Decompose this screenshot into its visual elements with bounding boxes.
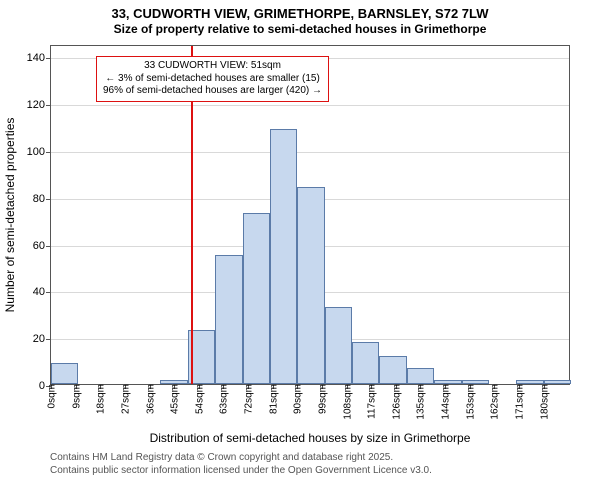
- histogram-bar: [51, 363, 78, 384]
- callout-box: 33 CUDWORTH VIEW: 51sqm← 3% of semi-deta…: [96, 56, 329, 102]
- x-tick-label: 36sqm: [143, 384, 156, 414]
- y-axis-label: Number of semi-detached properties: [3, 20, 17, 215]
- plot-region: 0204060801001201400sqm9sqm18sqm27sqm36sq…: [50, 45, 570, 385]
- x-tick-label: 81sqm: [266, 384, 279, 414]
- x-tick-label: 27sqm: [118, 384, 131, 414]
- x-tick-label: 117sqm: [365, 384, 378, 419]
- histogram-bar: [379, 356, 406, 384]
- x-tick-label: 171sqm: [513, 384, 526, 420]
- chart-area: Number of semi-detached properties 02040…: [50, 45, 570, 385]
- x-tick-label: 180sqm: [537, 384, 550, 420]
- x-tick-label: 144sqm: [439, 384, 452, 420]
- x-tick-label: 90sqm: [291, 384, 304, 414]
- page-subtitle: Size of property relative to semi-detach…: [0, 22, 600, 37]
- x-tick-label: 153sqm: [463, 384, 476, 420]
- histogram-bar: [407, 368, 434, 384]
- x-tick-label: 45sqm: [168, 384, 181, 414]
- page-title: 33, CUDWORTH VIEW, GRIMETHORPE, BARNSLEY…: [0, 6, 600, 22]
- histogram-bar: [352, 342, 379, 384]
- footer: Contains HM Land Registry data © Crown c…: [50, 451, 600, 477]
- y-tick-label: 80: [33, 193, 51, 205]
- y-tick-label: 60: [33, 240, 51, 252]
- x-tick-label: 108sqm: [340, 384, 353, 420]
- y-tick-label: 140: [27, 52, 51, 64]
- histogram-bar: [325, 307, 352, 384]
- histogram-bar: [270, 129, 297, 385]
- x-tick-label: 99sqm: [315, 384, 328, 414]
- y-tick-label: 100: [27, 146, 51, 158]
- footer-line-2: Contains public sector information licen…: [50, 464, 600, 477]
- y-tick-label: 40: [33, 286, 51, 298]
- callout-line: 33 CUDWORTH VIEW: 51sqm: [103, 60, 322, 73]
- histogram-bar: [243, 213, 270, 384]
- histogram-bar: [297, 187, 324, 384]
- callout-line: ← 3% of semi-detached houses are smaller…: [103, 73, 322, 86]
- histogram-bar: [215, 255, 242, 384]
- footer-line-1: Contains HM Land Registry data © Crown c…: [50, 451, 600, 464]
- x-tick-label: 0sqm: [45, 384, 58, 408]
- title-block: 33, CUDWORTH VIEW, GRIMETHORPE, BARNSLEY…: [0, 0, 600, 37]
- x-tick-label: 162sqm: [488, 384, 501, 420]
- x-tick-label: 126sqm: [389, 384, 402, 420]
- x-tick-label: 63sqm: [217, 384, 230, 414]
- x-axis-label: Distribution of semi-detached houses by …: [50, 431, 570, 445]
- x-tick-label: 54sqm: [192, 384, 205, 414]
- y-tick-label: 20: [33, 333, 51, 345]
- x-tick-label: 18sqm: [94, 384, 107, 414]
- y-tick-label: 120: [27, 99, 51, 111]
- x-tick-label: 72sqm: [242, 384, 255, 414]
- gridline: [51, 152, 569, 153]
- x-tick-label: 9sqm: [69, 384, 82, 408]
- callout-line: 96% of semi-detached houses are larger (…: [103, 85, 322, 98]
- gridline: [51, 105, 569, 106]
- x-tick-label: 135sqm: [414, 384, 427, 420]
